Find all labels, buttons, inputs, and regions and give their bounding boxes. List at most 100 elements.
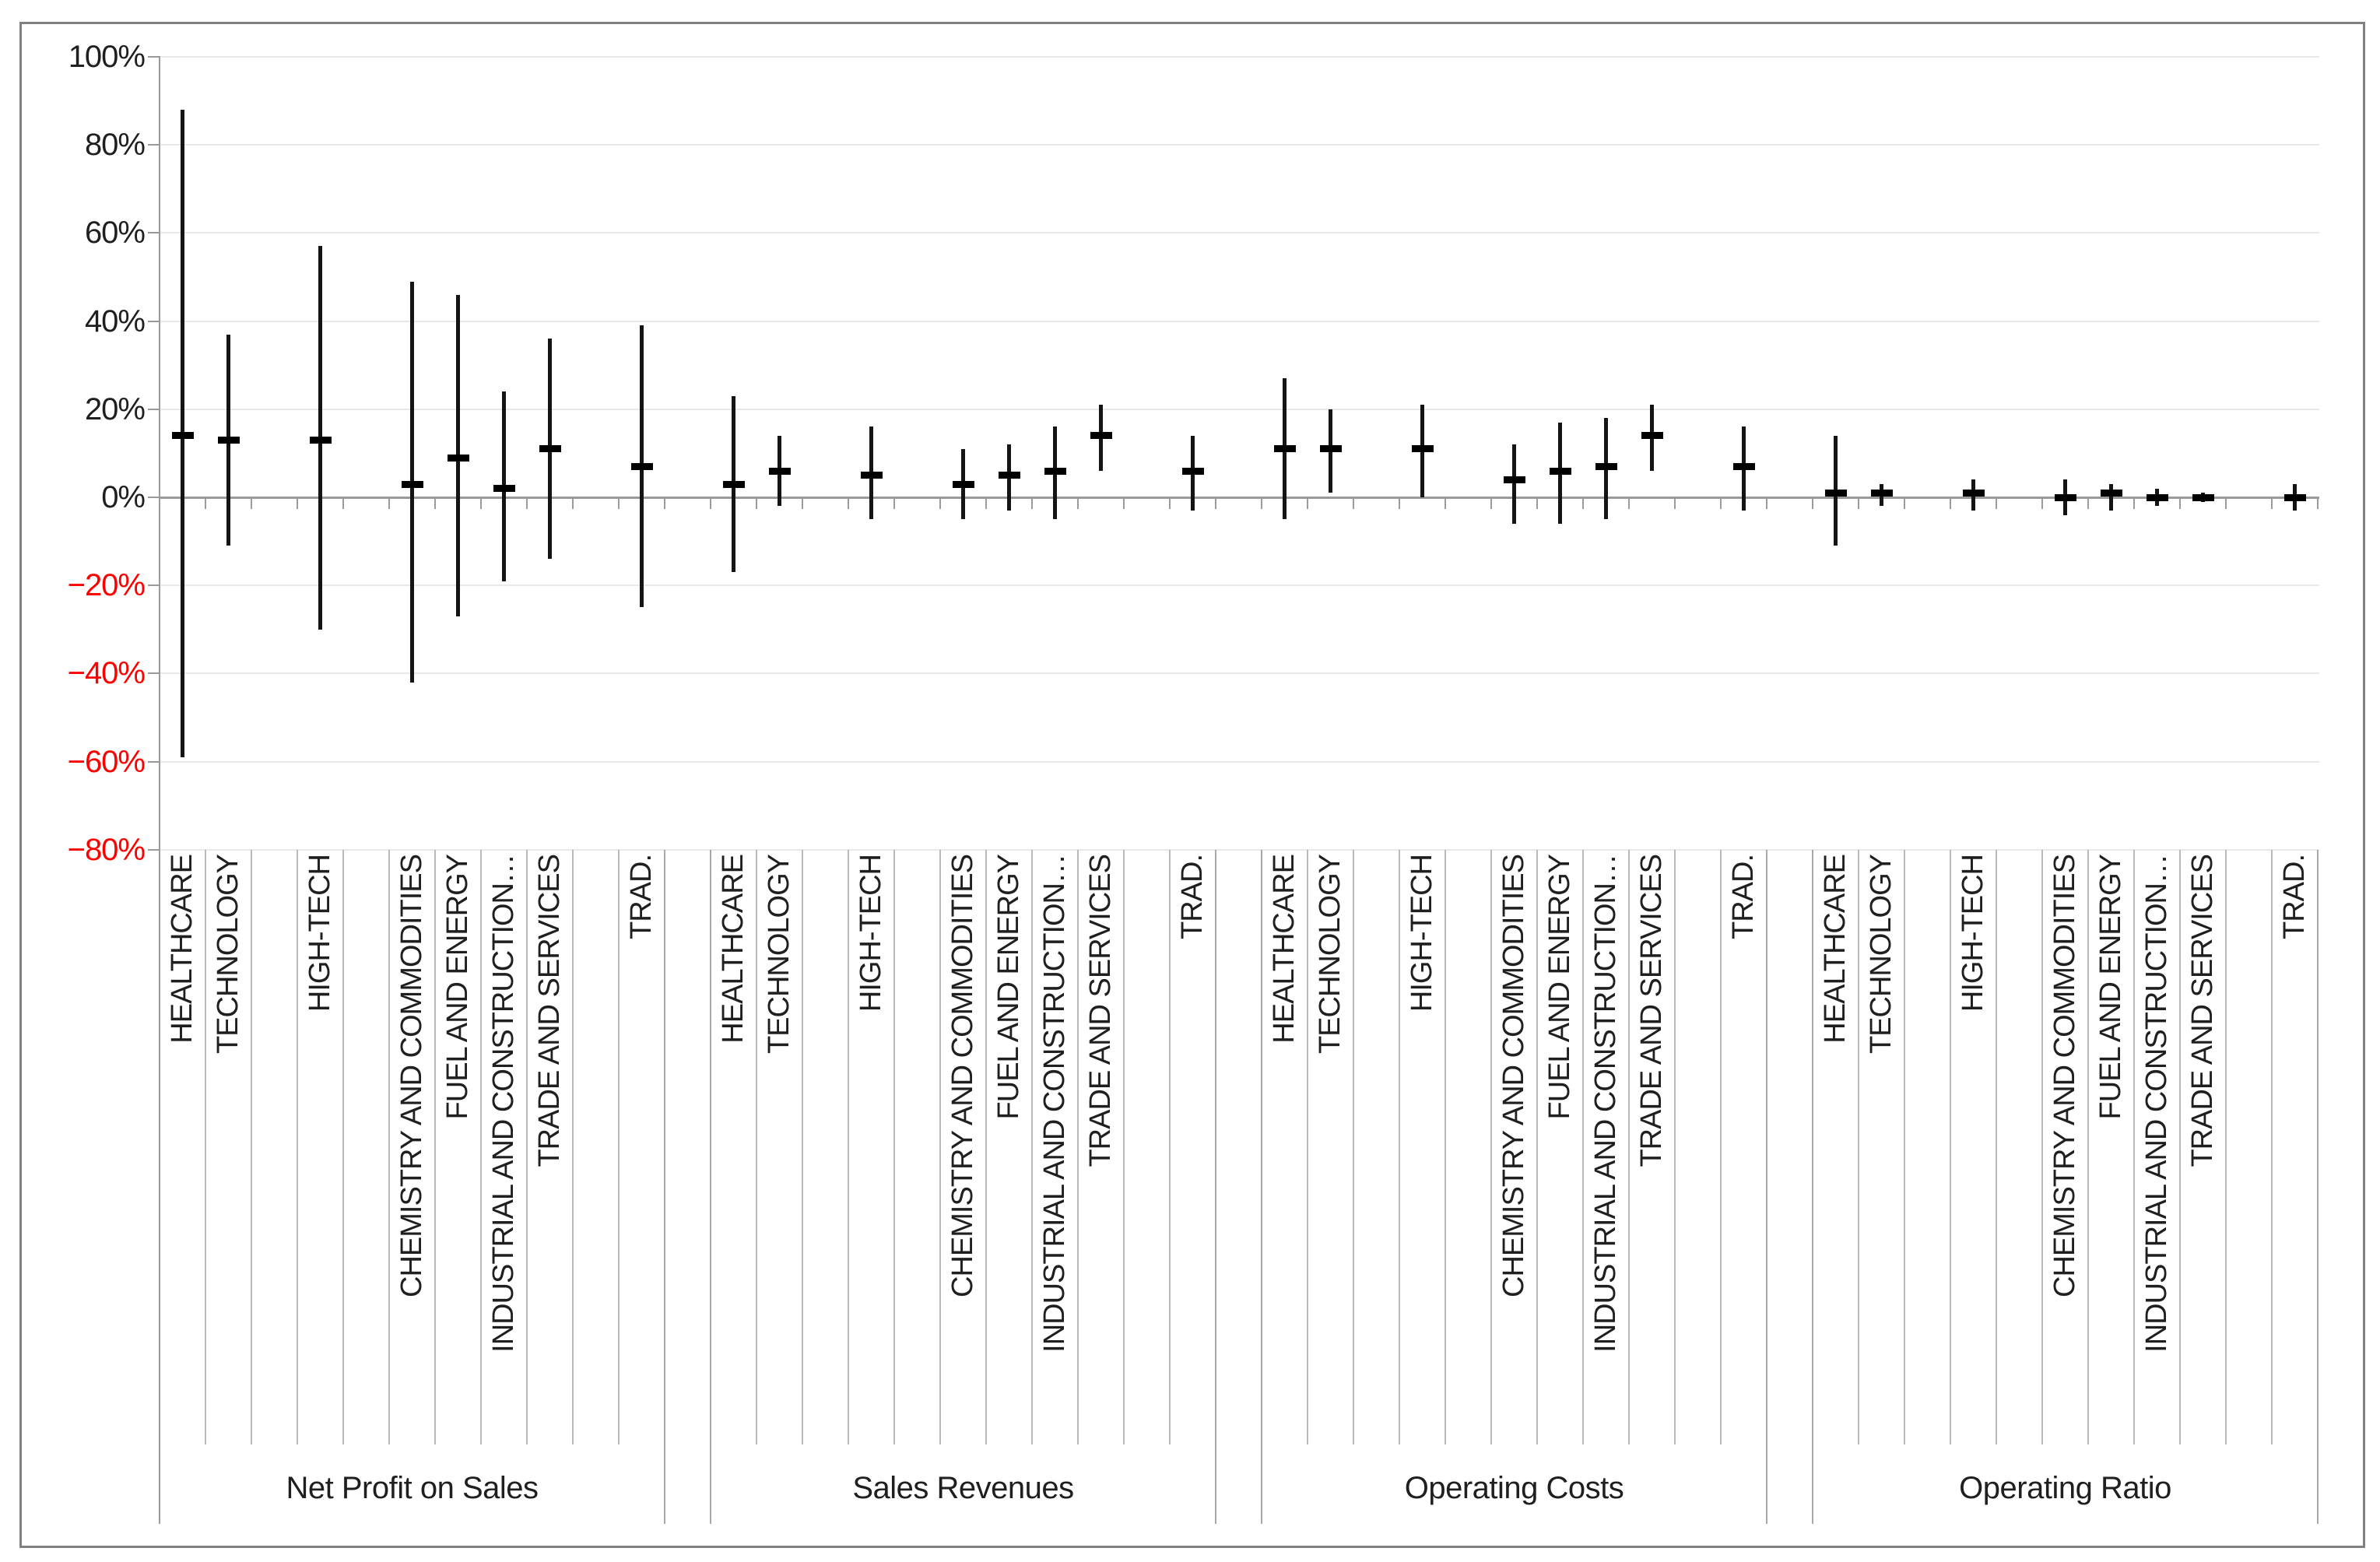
axis-tick [480, 497, 482, 509]
group-label: Sales Revenues [852, 1470, 1074, 1505]
axis-tick [1858, 497, 1859, 509]
y-axis-label: −80% [67, 832, 146, 867]
y-axis-tick [148, 848, 160, 851]
median-marker [2283, 493, 2306, 501]
category-label: TECHNOLOGY [1865, 855, 1897, 1055]
column-separator [1399, 850, 1400, 1444]
gridline [160, 760, 2319, 763]
axis-tick [2225, 497, 2227, 509]
category-label: TRAD. [1176, 855, 1209, 939]
category-label: FUEL AND ENERGY [2094, 855, 2127, 1120]
category-label: HIGH-TECH [304, 855, 336, 1013]
y-axis-label: 40% [84, 304, 146, 339]
column-separator [2225, 850, 2227, 1444]
group-divider [664, 850, 665, 1524]
group-divider [1261, 850, 1262, 1524]
median-marker [401, 480, 423, 488]
median-marker [539, 445, 561, 453]
column-separator [1674, 850, 1676, 1444]
category-label: FUEL AND ENERGY [1543, 855, 1576, 1120]
axis-tick [664, 497, 665, 509]
range-bar [2109, 484, 2113, 511]
category-label: INDUSTRIAL AND CONSTRUCTION… [1589, 855, 1622, 1353]
median-marker [2192, 493, 2214, 501]
median-marker [1595, 462, 1617, 470]
axis-tick [2087, 497, 2089, 509]
median-marker [1273, 445, 1296, 453]
column-separator [2179, 850, 2181, 1444]
column-separator [1077, 850, 1079, 1444]
y-axis-tick [148, 672, 160, 675]
column-separator [1628, 850, 1630, 1444]
column-separator [2133, 850, 2135, 1444]
median-marker [1870, 489, 1893, 497]
axis-tick [526, 497, 528, 509]
median-marker [2100, 489, 2122, 497]
column-separator [1031, 850, 1033, 1444]
category-label: CHEMISTRY AND COMMODITIES [2048, 855, 2081, 1297]
column-separator [2271, 850, 2273, 1444]
category-label: TRAD. [625, 855, 658, 939]
axis-tick [1720, 497, 1722, 509]
median-marker [447, 454, 469, 462]
group-divider [1215, 850, 1216, 1524]
column-separator [1904, 850, 1905, 1444]
axis-tick [1353, 497, 1354, 509]
y-axis-tick [148, 584, 160, 587]
median-marker [1319, 445, 1342, 453]
category-label: TRADE AND SERVICES [1084, 855, 1117, 1167]
category-label: TRAD. [2278, 855, 2311, 939]
gridline [160, 848, 2319, 851]
y-axis-tick [148, 408, 160, 410]
gridline [160, 144, 2319, 146]
median-marker [1641, 432, 1663, 440]
median-marker [860, 472, 883, 479]
column-separator [618, 850, 620, 1444]
y-axis-tick [148, 56, 160, 58]
column-separator [1307, 850, 1308, 1444]
y-axis-tick [148, 497, 160, 498]
y-axis-label: −40% [67, 656, 146, 691]
category-label: FUEL AND ENERGY [992, 855, 1025, 1120]
median-marker [768, 467, 791, 475]
column-separator [526, 850, 528, 1444]
y-axis-label: −20% [67, 568, 146, 603]
category-label: HEALTHCARE [717, 855, 749, 1044]
gridline [160, 232, 2319, 234]
axis-tick [710, 497, 711, 509]
column-separator [1123, 850, 1125, 1444]
column-separator [802, 850, 803, 1444]
axis-tick [205, 497, 206, 509]
column-separator [1582, 850, 1584, 1444]
axis-tick [2041, 497, 2043, 509]
median-marker [998, 472, 1020, 479]
axis-tick [2271, 497, 2273, 509]
axis-tick [1307, 497, 1308, 509]
y-axis-label: 60% [84, 216, 146, 251]
axis-tick [1996, 497, 1997, 509]
column-separator [985, 850, 987, 1444]
column-separator [939, 850, 941, 1444]
y-axis-label: 20% [84, 391, 146, 426]
median-marker [217, 436, 240, 444]
category-label: TRADE AND SERVICES [533, 855, 566, 1167]
median-marker [1732, 462, 1755, 470]
column-separator [1169, 850, 1171, 1444]
category-label: FUEL AND ENERGY [441, 855, 474, 1120]
category-label: HIGH-TECH [1957, 855, 1989, 1013]
median-marker [1044, 467, 1066, 475]
category-label: INDUSTRIAL AND CONSTRUCTION… [1038, 855, 1071, 1353]
y-axis-label: −60% [67, 744, 146, 779]
axis-tick [1674, 497, 1676, 509]
axis-tick [1490, 497, 1492, 509]
category-label: INDUSTRIAL AND CONSTRUCTION… [487, 855, 520, 1353]
column-separator [297, 850, 298, 1444]
axis-tick [1444, 497, 1446, 509]
category-label: CHEMISTRY AND COMMODITIES [1497, 855, 1530, 1297]
group-label: Operating Costs [1404, 1470, 1624, 1505]
range-bar [1512, 444, 1516, 524]
group-divider [1766, 850, 1767, 1524]
median-marker [309, 436, 332, 444]
column-separator [756, 850, 757, 1444]
gridline [160, 320, 2319, 322]
